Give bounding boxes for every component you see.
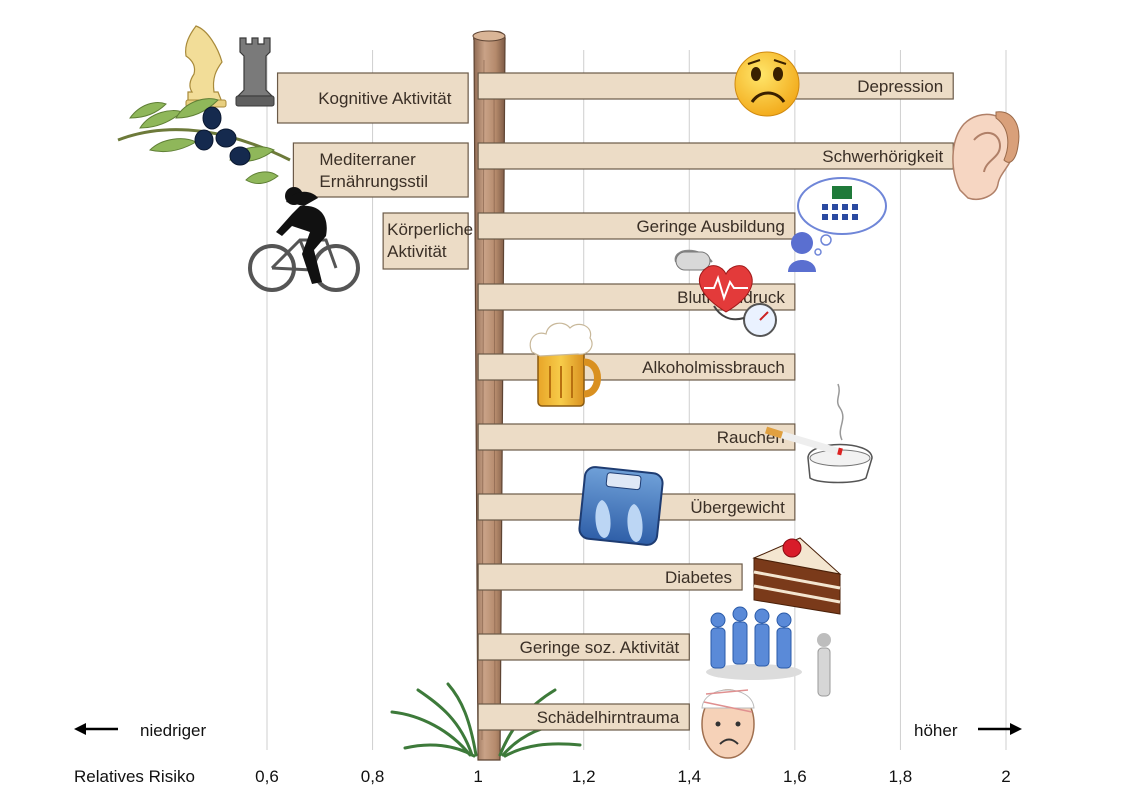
cigarette-ashtray-icon bbox=[764, 383, 873, 484]
isolated-person-icon bbox=[706, 606, 831, 697]
risk-label: Schädelhirntrauma bbox=[537, 708, 680, 727]
risk-factor-sign: Schädelhirntrauma bbox=[477, 703, 690, 731]
risk-bar bbox=[477, 212, 796, 240]
risk-factor-sign: Schwerhörigkeit bbox=[477, 142, 954, 170]
risk-label: Alkoholmissbrauch bbox=[642, 358, 785, 377]
x-tick-label: 1 bbox=[473, 767, 482, 786]
x-tick-label: 2 bbox=[1001, 767, 1010, 786]
x-axis-title: Relatives Risiko bbox=[74, 767, 195, 786]
risk-label: Depression bbox=[857, 77, 943, 96]
direction-low-indicator: niedriger bbox=[74, 721, 206, 740]
x-tick-label: 1,2 bbox=[572, 767, 596, 786]
protective-label: Mediterraner Ernährungsstil bbox=[319, 150, 428, 191]
protective-bar bbox=[382, 212, 469, 270]
risk-factor-sign: Diabetes bbox=[477, 563, 743, 591]
protective-factor-sign: Mediterraner Ernährungsstil bbox=[292, 142, 469, 198]
risk-factor-sign: Rauchen bbox=[477, 423, 796, 451]
x-tick-label: 1,8 bbox=[889, 767, 913, 786]
protective-label: Körperliche Aktivität bbox=[387, 220, 473, 261]
x-tick-label: 0,8 bbox=[361, 767, 385, 786]
direction-high-label: höher bbox=[914, 721, 958, 740]
signs: Kognitive Aktivität Mediterraner Ernährung… bbox=[276, 72, 954, 731]
classroom-thought-icon bbox=[788, 177, 887, 272]
x-tick-label: 1,4 bbox=[677, 767, 701, 786]
x-axis-tick-labels: 0,6 0,8 1 1,2 1,4 1,6 1,8 2 bbox=[255, 767, 1011, 786]
risk-label: Schwerhörigkeit bbox=[822, 147, 943, 166]
protective-factor-sign: Körperliche Aktivität bbox=[382, 212, 473, 270]
risk-factor-sign: Alkoholmissbrauch bbox=[477, 353, 796, 381]
risk-factor-sign: Geringe Ausbildung bbox=[477, 212, 796, 240]
risk-bar bbox=[477, 633, 690, 661]
risk-label: Diabetes bbox=[665, 568, 732, 587]
heart-blood-pressure-icon bbox=[674, 249, 777, 337]
cake-icon bbox=[752, 537, 842, 615]
direction-low-label: niedriger bbox=[140, 721, 206, 740]
direction-high-indicator: höher bbox=[914, 721, 1022, 740]
protective-bar bbox=[276, 72, 469, 124]
risk-label: Geringe Ausbildung bbox=[636, 217, 784, 236]
risk-label: Übergewicht bbox=[690, 498, 785, 517]
grass-tuft-icon bbox=[390, 682, 582, 758]
x-tick-label: 1,6 bbox=[783, 767, 807, 786]
risk-factor-sign: Geringe soz. Aktivität bbox=[477, 633, 690, 661]
ear-icon bbox=[952, 111, 1020, 200]
risk-bar bbox=[477, 423, 796, 451]
scale-icon bbox=[578, 466, 664, 546]
bandaged-head-icon bbox=[701, 689, 755, 759]
sad-face-icon bbox=[734, 51, 800, 117]
protective-factor-sign: Kognitive Aktivität bbox=[276, 72, 469, 124]
x-tick-label: 0,6 bbox=[255, 767, 279, 786]
risk-factor-sign: Depression bbox=[477, 72, 954, 100]
protective-label: Kognitive Aktivität bbox=[318, 89, 452, 108]
beer-mug-icon bbox=[529, 322, 601, 407]
cyclist-icon bbox=[248, 187, 360, 292]
risk-bar bbox=[477, 72, 954, 100]
risk-bar bbox=[477, 142, 954, 170]
risk-bar bbox=[477, 703, 690, 731]
olive-branch-icon bbox=[117, 98, 291, 184]
risk-label: Geringe soz. Aktivität bbox=[520, 638, 680, 657]
risk-bar bbox=[477, 353, 796, 381]
risk-bar bbox=[477, 563, 743, 591]
protective-bar bbox=[292, 142, 469, 198]
chess-icon bbox=[185, 25, 275, 108]
